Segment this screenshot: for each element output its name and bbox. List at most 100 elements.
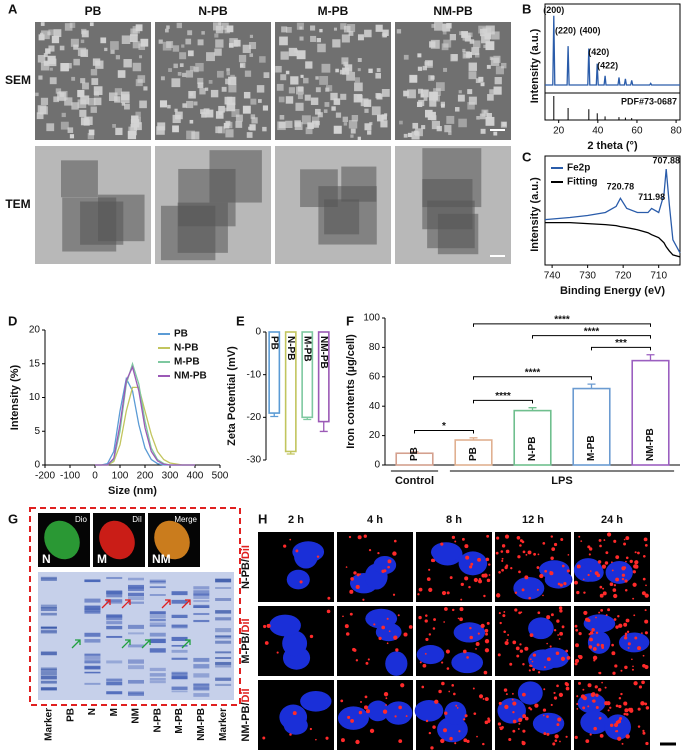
gel-band (128, 596, 144, 601)
dye-dot (621, 742, 624, 745)
particle (53, 29, 62, 38)
particle (242, 105, 251, 114)
particle (434, 22, 443, 31)
dye-dot (553, 629, 557, 632)
dye-dot (468, 585, 471, 589)
dye-dot (627, 642, 631, 646)
particle (46, 123, 55, 132)
gel-band (171, 657, 188, 660)
particle (486, 64, 491, 69)
particle (487, 94, 494, 101)
dye-dot (378, 636, 382, 641)
dye-dot (576, 695, 579, 698)
dye-dot (532, 653, 537, 657)
particle (307, 122, 314, 129)
dye-dot (517, 555, 521, 559)
gel-band (84, 659, 101, 664)
dye-dot (524, 575, 529, 580)
dye-dot (505, 549, 510, 554)
dye-dot (498, 612, 501, 615)
particle (88, 98, 96, 106)
dye-dot (642, 654, 645, 657)
particle (95, 60, 104, 69)
particle (299, 26, 303, 30)
y-tick-label: 60 (369, 371, 381, 382)
particle (60, 63, 69, 72)
dye-dot (533, 552, 537, 556)
dye-dot (504, 640, 509, 646)
dye-dot (624, 665, 628, 670)
dye-dot (480, 623, 485, 629)
annotation: 720.78 (607, 182, 635, 192)
dye-dot (623, 622, 628, 627)
dye-dot (553, 542, 558, 547)
particle (172, 125, 179, 133)
dye-dot (504, 534, 510, 539)
particle (215, 39, 224, 48)
gel-band (193, 593, 210, 596)
dye-dot (424, 619, 428, 623)
bar-label: PB (269, 336, 280, 350)
dye-dot (377, 551, 380, 555)
dye-dot (552, 742, 556, 746)
bar-label: N-PB (527, 437, 538, 461)
x-tick-label: 40 (592, 126, 604, 137)
dye-dot (629, 708, 634, 713)
series-line (545, 221, 681, 258)
particle (382, 29, 389, 36)
particle (249, 124, 256, 131)
particle (376, 93, 383, 100)
particle (315, 76, 319, 80)
dye-dot (398, 739, 403, 744)
gel-band (149, 586, 166, 589)
dye-dot (587, 545, 591, 549)
dye-dot (550, 556, 554, 560)
dye-dot (546, 715, 549, 719)
particle (175, 111, 183, 120)
particle (279, 36, 288, 46)
particle (463, 53, 468, 58)
gel-band (149, 611, 166, 615)
particle (429, 41, 436, 48)
x-tick-label: -100 (60, 471, 80, 482)
particle (168, 68, 172, 72)
gel-band (149, 618, 166, 622)
confocal-image (258, 532, 334, 602)
dye-dot (578, 655, 583, 660)
particle (446, 23, 452, 29)
particle (204, 87, 209, 91)
gel-band (215, 677, 232, 681)
dye-dot (609, 706, 612, 709)
particle (475, 78, 481, 84)
image-label: Merge (174, 515, 197, 524)
dye-dot (597, 687, 602, 692)
gel-band (40, 667, 57, 671)
particle (351, 115, 359, 122)
dye-dot (642, 731, 646, 735)
dye-dot (561, 564, 565, 568)
dye-dot (613, 584, 617, 587)
dye-dot (557, 582, 561, 586)
dye-dot (505, 693, 508, 696)
dye-dot (405, 715, 408, 718)
dye-dot (400, 683, 405, 688)
particle (90, 106, 97, 113)
dye-dot (476, 735, 478, 738)
dye-dot (598, 611, 601, 614)
dye-dot (565, 649, 569, 653)
particle (215, 111, 224, 119)
dye-dot (477, 557, 481, 562)
dye-dot (644, 631, 648, 635)
dye-dot (607, 709, 610, 712)
particle (133, 116, 141, 125)
gel-band (128, 585, 144, 590)
particle (70, 38, 79, 47)
lane-label: NM-PB (196, 708, 207, 741)
particle (259, 56, 266, 63)
significance-bracket (414, 429, 474, 434)
dye-dot (357, 535, 362, 540)
particle (341, 34, 350, 43)
gel-band (128, 692, 144, 696)
dye-dot (512, 719, 517, 724)
particle (87, 132, 95, 140)
